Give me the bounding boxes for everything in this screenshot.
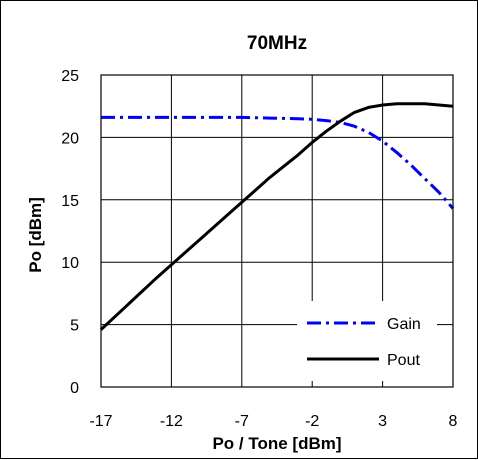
- x-tick-label: -12: [160, 413, 183, 430]
- x-tick-labels: -17 -12 -7 -2 3 8: [89, 413, 457, 430]
- y-tick-label: 20: [61, 130, 79, 147]
- series-line-pout: [99, 102, 454, 331]
- y-tick-label: 25: [61, 68, 79, 85]
- chart-title: 70MHz: [247, 33, 307, 54]
- y-tick-label: 10: [61, 255, 79, 272]
- x-tick-label: -2: [305, 413, 319, 430]
- x-tick-label: 8: [449, 413, 458, 430]
- y-axis-label: Po [dBm]: [26, 197, 45, 273]
- x-tick-label: -17: [89, 413, 112, 430]
- series-line-gain: [101, 115, 455, 210]
- legend-label-pout: Pout: [387, 352, 420, 369]
- legend-background: [297, 301, 437, 381]
- y-tick-labels: 0 5 10 15 20 25: [61, 68, 79, 397]
- x-tick-label: 3: [378, 413, 387, 430]
- series-lines: [99, 102, 455, 331]
- x-axis-label: Po / Tone [dBm]: [212, 434, 341, 453]
- y-tick-label: 15: [61, 193, 79, 210]
- x-tick-label: -7: [235, 413, 249, 430]
- y-tick-label: 5: [70, 318, 79, 335]
- y-tick-label: 0: [70, 380, 79, 397]
- plot-area-border: [100, 74, 454, 388]
- legend-label-gain: Gain: [387, 316, 421, 333]
- legend: Gain Pout: [297, 301, 437, 381]
